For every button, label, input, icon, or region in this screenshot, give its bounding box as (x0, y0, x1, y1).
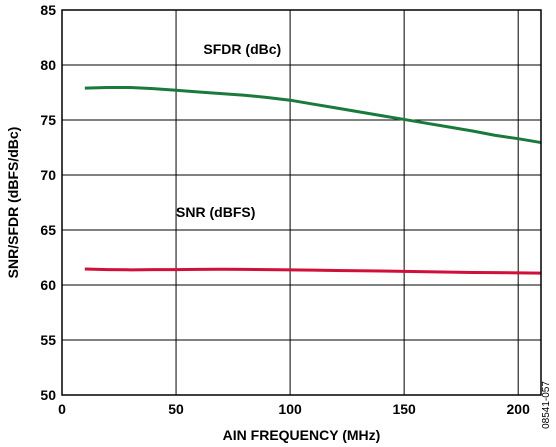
x-axis-label: AIN FREQUENCY (MHz) (223, 427, 381, 443)
plot-frame (61, 9, 542, 396)
y-tick-label: 75 (40, 112, 56, 128)
sfdr-label: SFDR (dBc) (203, 41, 281, 57)
x-tick-label: 0 (58, 401, 66, 417)
figure-id: 08541-057 (541, 381, 552, 429)
x-tick-label: 200 (507, 401, 531, 417)
series-labels: SFDR (dBc) SNR (dBFS) (176, 41, 281, 220)
snr-label: SNR (dBFS) (176, 204, 255, 220)
sfdr-line (84, 86, 542, 145)
x-tick-label: 150 (392, 401, 416, 417)
y-tick-label: 65 (40, 222, 56, 238)
y-tick-label: 50 (40, 387, 56, 403)
x-tick-label: 50 (168, 401, 184, 417)
x-tick-label: 100 (278, 401, 302, 417)
snr-line (84, 267, 542, 275)
y-tick-label: 85 (40, 2, 56, 18)
y-tick-label: 55 (40, 332, 56, 348)
series-lines (84, 86, 542, 275)
y-tick-label: 70 (40, 167, 56, 183)
y-tick-label: 60 (40, 277, 56, 293)
y-axis-label: SNR/SFDR (dBFS/dBc) (5, 127, 21, 279)
y-tick-label: 80 (40, 57, 56, 73)
